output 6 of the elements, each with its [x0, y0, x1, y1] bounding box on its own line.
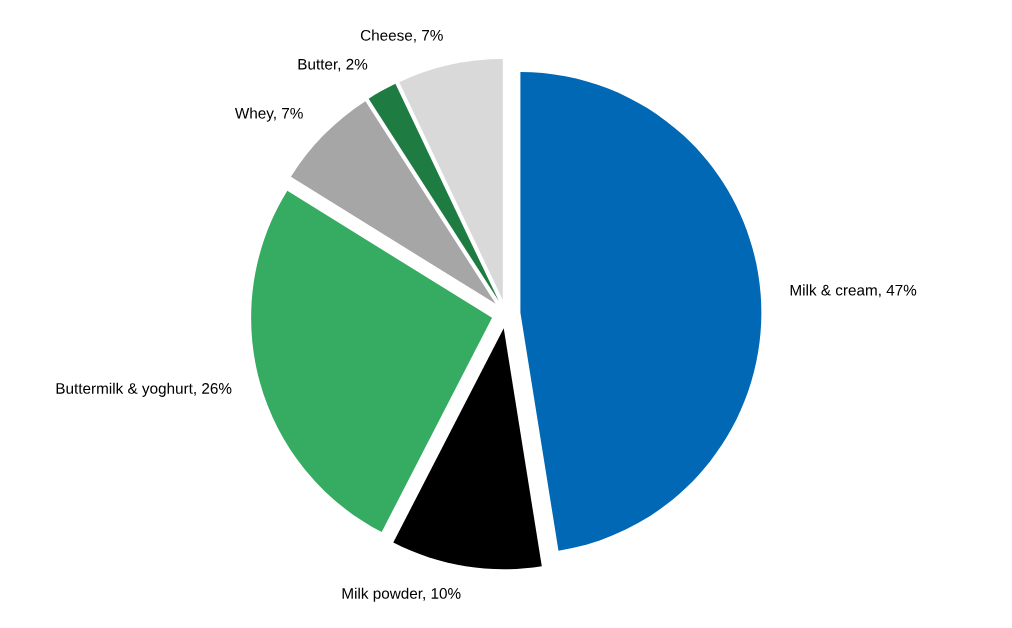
slice-label: Whey, 7%: [234, 107, 303, 122]
slice-label: Milk & cream, 47%: [790, 284, 917, 298]
slice-label: Butter, 2%: [298, 58, 368, 72]
slice-label: Buttermilk & yoghurt, 26%: [56, 382, 232, 397]
slice-label: Cheese, 7%: [360, 29, 443, 43]
slice-label: Milk powder, 10%: [342, 587, 461, 602]
